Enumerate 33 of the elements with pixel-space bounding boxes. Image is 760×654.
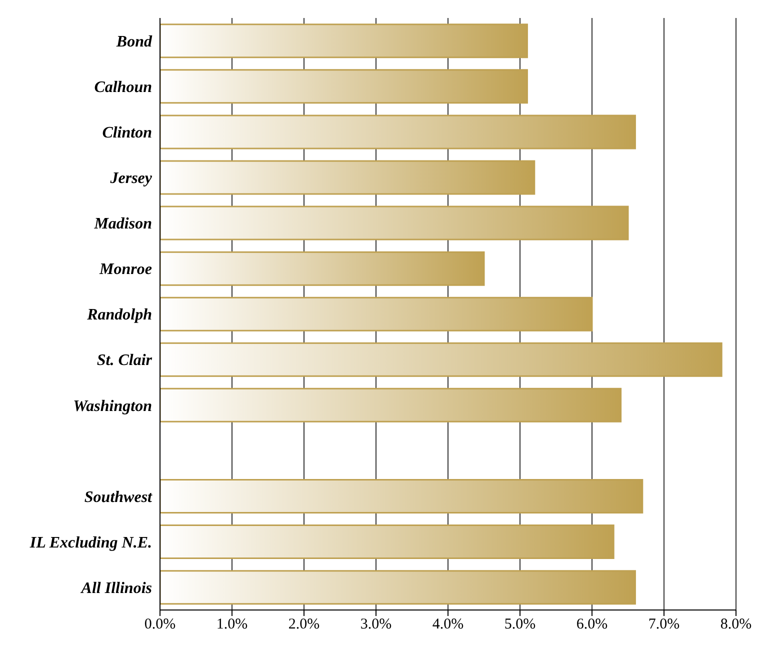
x-tick-label: 1.0% (216, 616, 248, 633)
bar (160, 69, 528, 104)
x-tick-label: 3.0% (360, 616, 392, 633)
bar (160, 570, 636, 605)
bar (160, 114, 636, 150)
bar (160, 251, 485, 286)
y-tick-label: Bond (115, 33, 153, 50)
bar (160, 524, 614, 560)
y-tick-label: Washington (73, 398, 152, 415)
bar (160, 24, 528, 58)
bar (160, 206, 629, 240)
x-tick-label: 4.0% (432, 616, 464, 633)
x-tick-label: 7.0% (648, 616, 680, 633)
y-tick-label: Calhoun (94, 78, 152, 96)
y-tick-label: Monroe (98, 261, 152, 278)
y-tick-label: IL Excluding N.E. (28, 534, 152, 552)
bar (160, 479, 644, 514)
bar (160, 342, 722, 377)
y-tick-label: Randolph (86, 306, 152, 324)
x-tick-label: 6.0% (576, 616, 608, 633)
x-tick-label: 5.0% (504, 616, 536, 633)
y-tick-label: Clinton (102, 124, 152, 142)
bar (160, 160, 536, 195)
x-tick-label: 2.0% (288, 616, 320, 633)
y-tick-label: St. Clair (96, 352, 153, 370)
y-tick-label: Madison (93, 216, 152, 233)
bar (160, 296, 593, 332)
y-tick-label: Jersey (109, 170, 153, 188)
x-tick-label: 8.0% (720, 616, 752, 633)
y-tick-label: Southwest (84, 488, 153, 506)
bar (160, 388, 622, 422)
x-tick-label: 0.0% (144, 616, 176, 633)
y-tick-label: All Illinois (80, 580, 152, 597)
